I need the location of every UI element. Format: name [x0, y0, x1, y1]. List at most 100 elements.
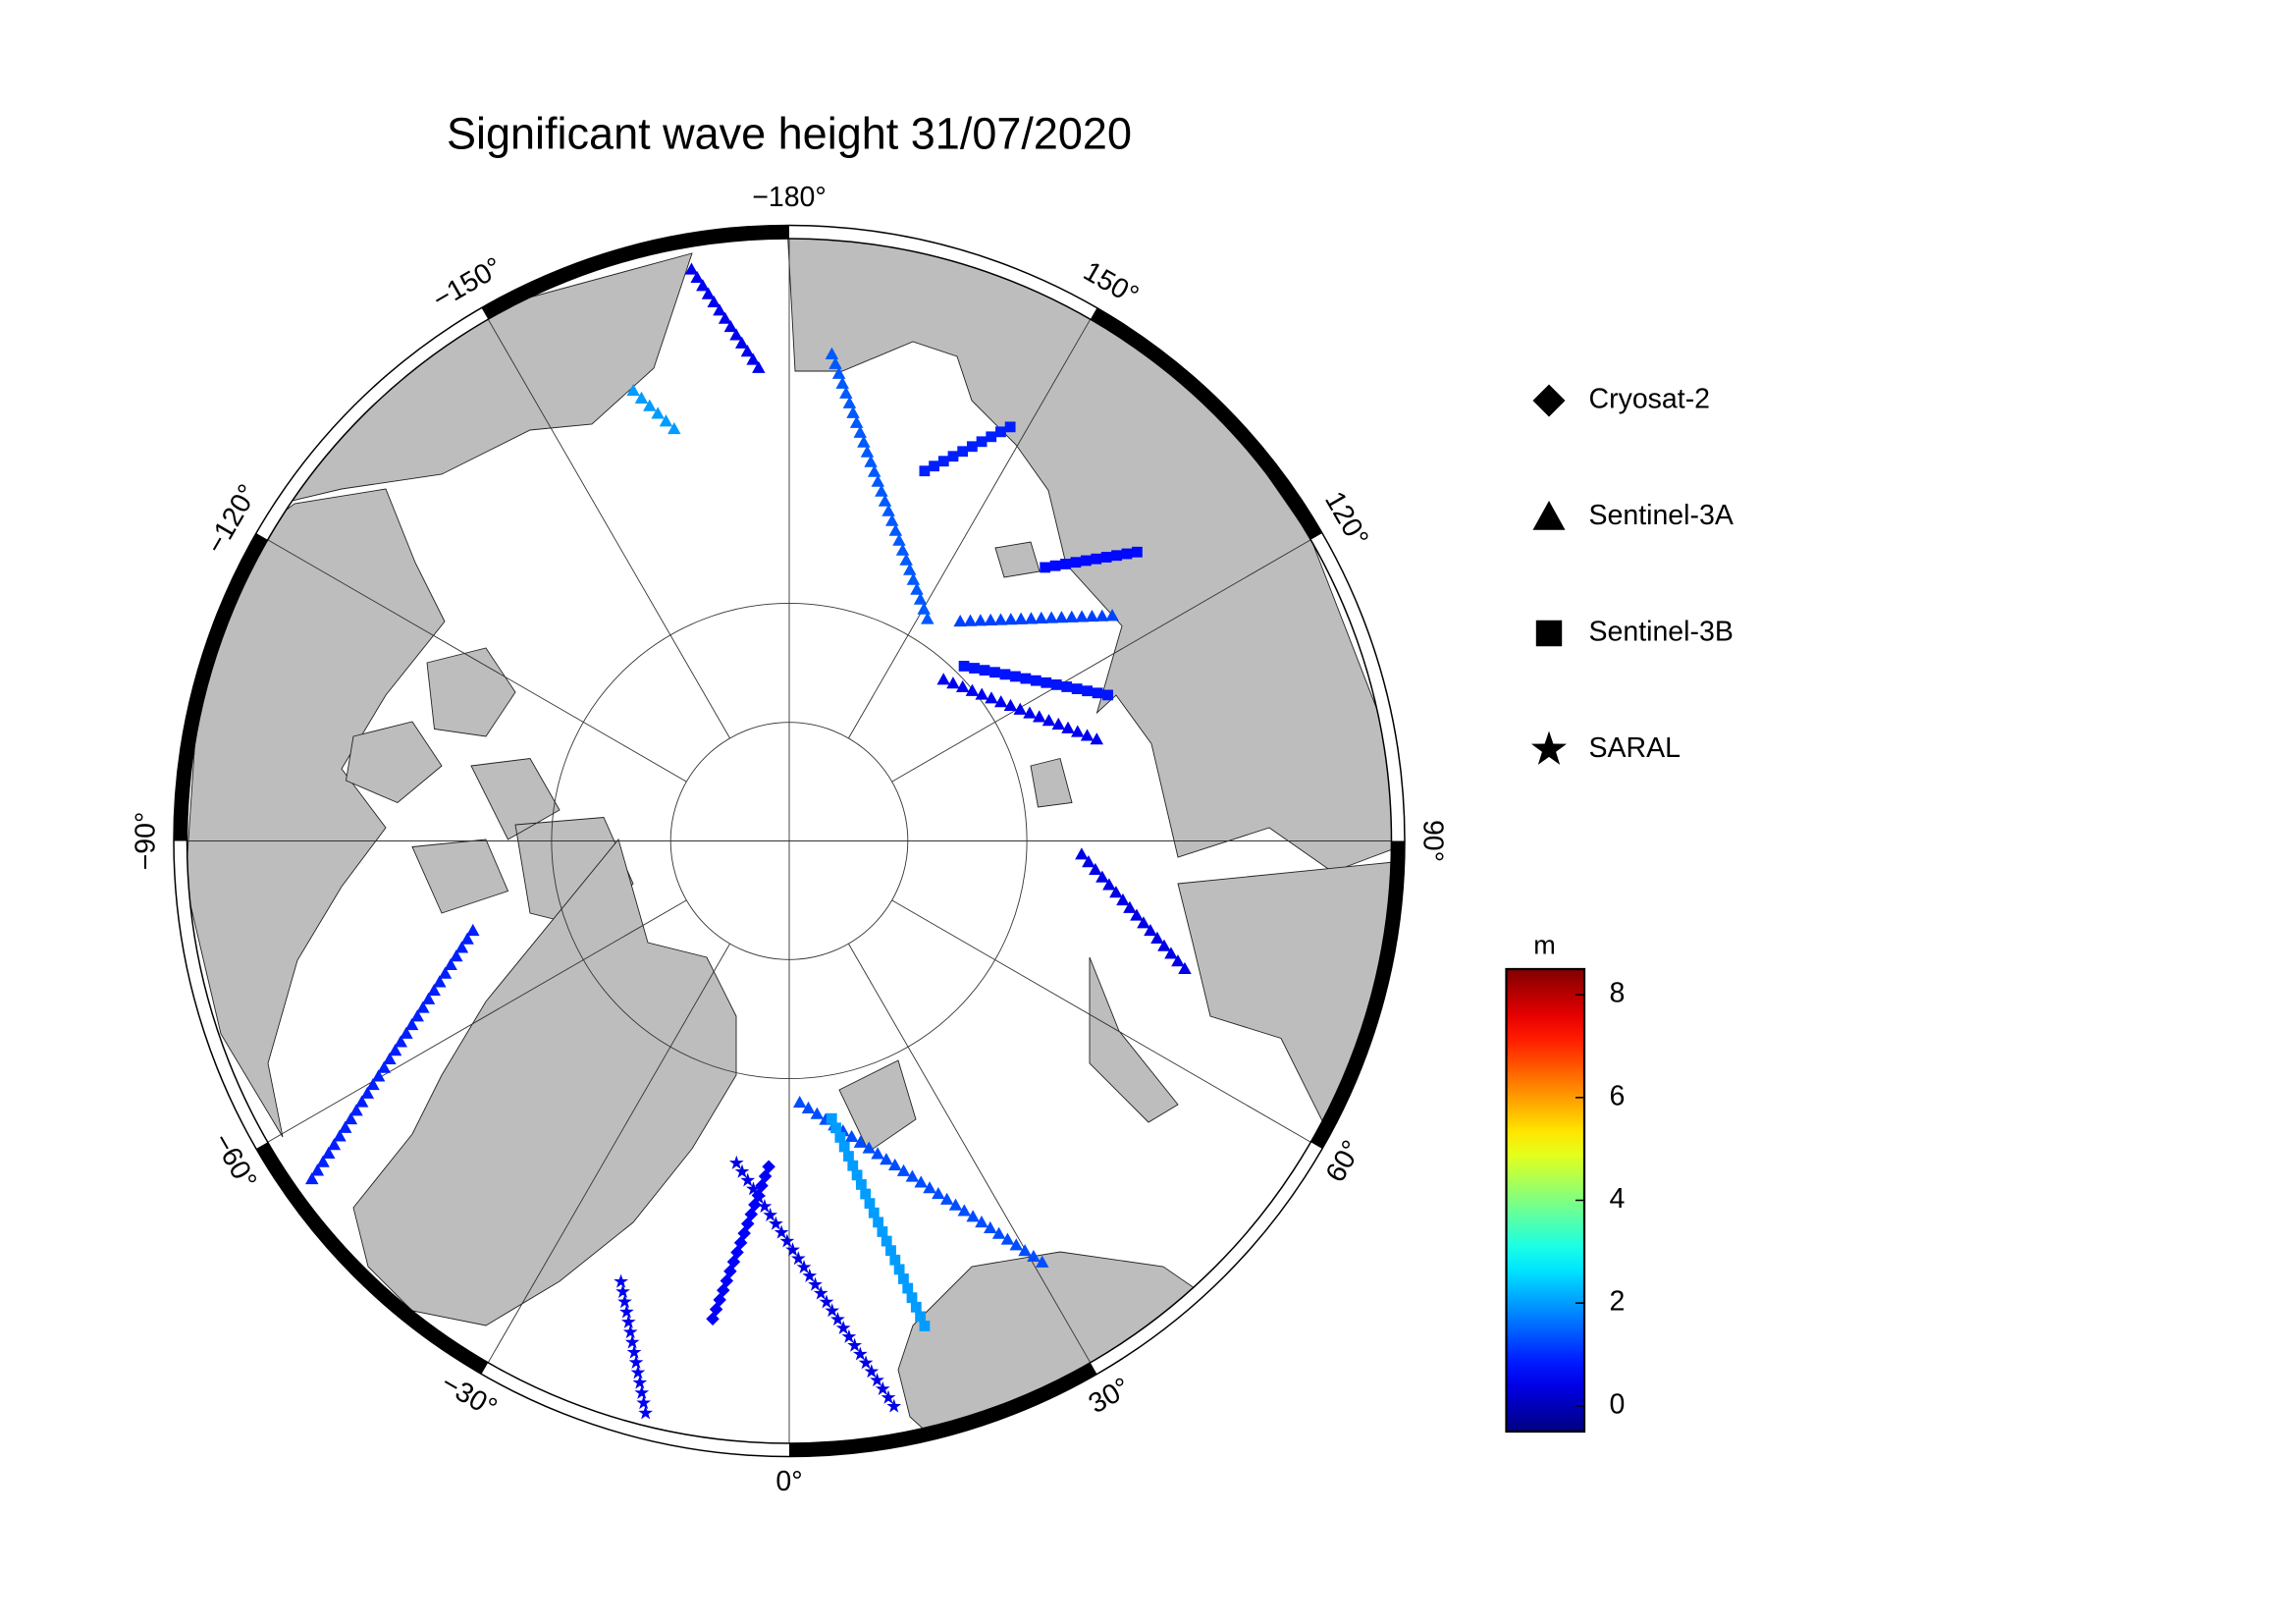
- track-marker: [871, 1147, 884, 1160]
- track-marker: [1080, 555, 1092, 567]
- track-marker: [1060, 559, 1071, 569]
- track-marker: [974, 614, 988, 626]
- track-marker: [881, 504, 895, 516]
- track-marker: [404, 1017, 419, 1031]
- track-marker: [333, 1129, 347, 1142]
- track-marker: [919, 465, 931, 477]
- track-marker: [1051, 717, 1066, 730]
- track-marker: [643, 399, 657, 411]
- map-frame: [173, 224, 1406, 1458]
- track-marker: [1105, 609, 1119, 622]
- track-marker: [630, 1365, 646, 1380]
- colorbar: m 0 2 4 6 8: [1505, 931, 1626, 1434]
- track-marker: [1075, 610, 1089, 622]
- track-marker: [638, 1405, 654, 1420]
- track-marker: [360, 1086, 375, 1099]
- track-marker: [622, 1325, 638, 1339]
- track-marker: [614, 1273, 628, 1288]
- track-marker: [917, 602, 931, 615]
- track-marker: [1035, 1255, 1049, 1268]
- legend-label: Cryosat-2: [1589, 384, 1711, 415]
- track-marker: [858, 1355, 874, 1370]
- track-marker: [1065, 610, 1079, 622]
- meridian-label: 60°: [1319, 1135, 1367, 1187]
- track-marker: [849, 415, 864, 428]
- legend: Cryosat-2 Sentinel-3A Sentinel-3B SARAL: [1530, 384, 1734, 765]
- track-marker: [1023, 706, 1037, 719]
- track-marker: [354, 1095, 369, 1108]
- track-marker: [1033, 710, 1046, 723]
- track-marker: [615, 1283, 630, 1298]
- track-marker: [1100, 552, 1112, 563]
- track-marker: [1035, 611, 1048, 624]
- track-marker: [843, 1151, 854, 1163]
- track-marker: [466, 923, 480, 937]
- track-marker: [305, 1172, 319, 1185]
- track-marker: [864, 1198, 876, 1210]
- track-marker: [936, 673, 950, 685]
- track-marker: [838, 1141, 850, 1153]
- track-marker: [835, 1320, 851, 1335]
- track-marker: [400, 1026, 413, 1039]
- track-marker: [871, 474, 885, 487]
- frame-segment: [788, 1362, 1097, 1457]
- land-greenland: [352, 839, 737, 1326]
- track-marker: [636, 1395, 652, 1410]
- track: [936, 673, 1104, 745]
- track-marker: [885, 1245, 896, 1257]
- track-marker: [1121, 548, 1133, 560]
- track-marker: [878, 494, 892, 507]
- track-marker: [1171, 954, 1185, 967]
- track-marker: [1044, 611, 1058, 623]
- track-marker: [684, 262, 699, 275]
- track-marker: [835, 376, 849, 389]
- track-marker: [620, 1314, 636, 1328]
- track-marker: [651, 406, 665, 419]
- track-marker: [1102, 878, 1116, 891]
- track-marker: [851, 1169, 863, 1181]
- track-marker: [659, 414, 673, 427]
- track-marker: [860, 1188, 872, 1200]
- track-marker: [947, 451, 959, 462]
- track-marker: [1004, 613, 1018, 625]
- track-marker: [1085, 609, 1099, 622]
- legend-label: Sentinel-3B: [1589, 617, 1734, 648]
- track-marker: [632, 1375, 648, 1389]
- track-marker: [1018, 1244, 1032, 1257]
- track-marker: [923, 1181, 936, 1194]
- track-marker: [921, 612, 934, 624]
- meridian-label: −30°: [436, 1368, 503, 1425]
- track-marker: [898, 1273, 909, 1284]
- track: [1075, 847, 1192, 975]
- track-marker: [707, 295, 721, 308]
- track-marker: [349, 1104, 363, 1116]
- frame-segment: [1090, 307, 1322, 540]
- track-marker: [696, 279, 710, 292]
- track-marker: [801, 1101, 816, 1113]
- track-marker: [853, 425, 868, 438]
- track-marker: [394, 1035, 407, 1048]
- meridian: [891, 899, 1311, 1143]
- track: [953, 609, 1119, 627]
- meridian: [267, 899, 687, 1143]
- track-marker: [802, 1268, 818, 1282]
- track-marker: [1164, 947, 1178, 959]
- track-marker: [993, 613, 1008, 625]
- track-marker: [991, 1226, 1006, 1239]
- track-marker: [1089, 862, 1102, 875]
- legend-marker: [1532, 501, 1566, 530]
- track-marker: [421, 992, 436, 1004]
- track-marker: [913, 592, 928, 605]
- track-marker: [626, 1344, 642, 1359]
- track-marker: [433, 975, 447, 988]
- colorbar-tick-label: 6: [1610, 1080, 1626, 1111]
- track-marker: [1061, 681, 1073, 692]
- track-marker: [410, 1009, 424, 1022]
- track-marker: [886, 1398, 902, 1413]
- track-marker: [1091, 553, 1102, 565]
- track-marker: [857, 435, 871, 448]
- track-marker: [701, 287, 716, 299]
- meridian: [848, 318, 1092, 739]
- track-marker: [847, 1337, 863, 1352]
